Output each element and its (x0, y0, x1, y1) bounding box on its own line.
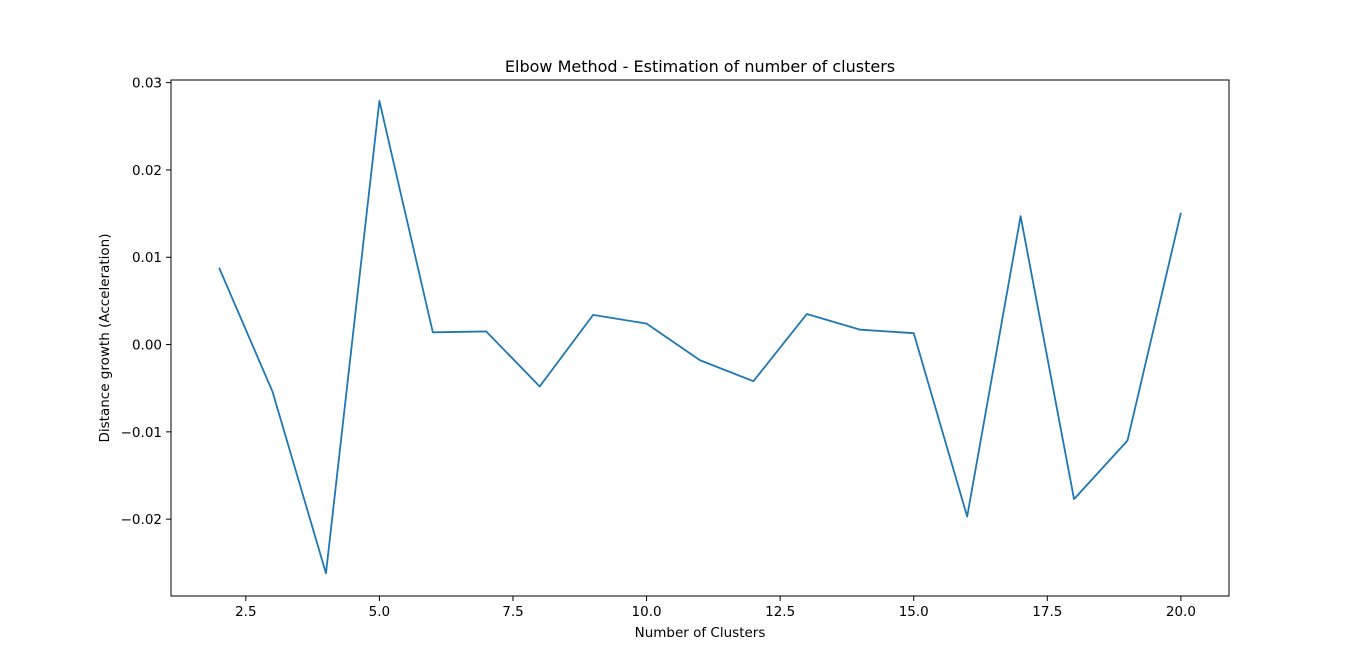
y-tick-label: −0.01 (121, 425, 162, 441)
y-tick-label: 0.02 (132, 163, 162, 179)
x-tick-label: 2.5 (235, 604, 256, 620)
y-tick-label: 0.03 (132, 76, 162, 92)
y-tick-label: 0.01 (132, 250, 162, 266)
y-axis-label: Distance growth (Acceleration) (97, 233, 113, 442)
axes-frame (170, 79, 1230, 597)
x-axis-label: Number of Clusters (635, 625, 766, 641)
y-tick-label: −0.02 (121, 512, 162, 528)
x-tick-label: 7.5 (502, 604, 523, 620)
x-tick-label: 5.0 (369, 604, 390, 620)
x-tick-label: 15.0 (899, 604, 929, 620)
chart-title: Elbow Method - Estimation of number of c… (505, 57, 895, 76)
plot-area: 2.5 5.0 7.5 10.0 12.5 15.0 17.5 20.0 −0.02 −0.01 0… (121, 76, 1230, 620)
x-tick-label: 10.0 (632, 604, 662, 620)
x-tick-label: 17.5 (1032, 604, 1062, 620)
x-tick-label: 12.5 (765, 604, 795, 620)
x-tick-label: 20.0 (1166, 604, 1196, 620)
y-tick-label: 0.00 (132, 338, 162, 354)
series-line-0 (218, 100, 1182, 575)
